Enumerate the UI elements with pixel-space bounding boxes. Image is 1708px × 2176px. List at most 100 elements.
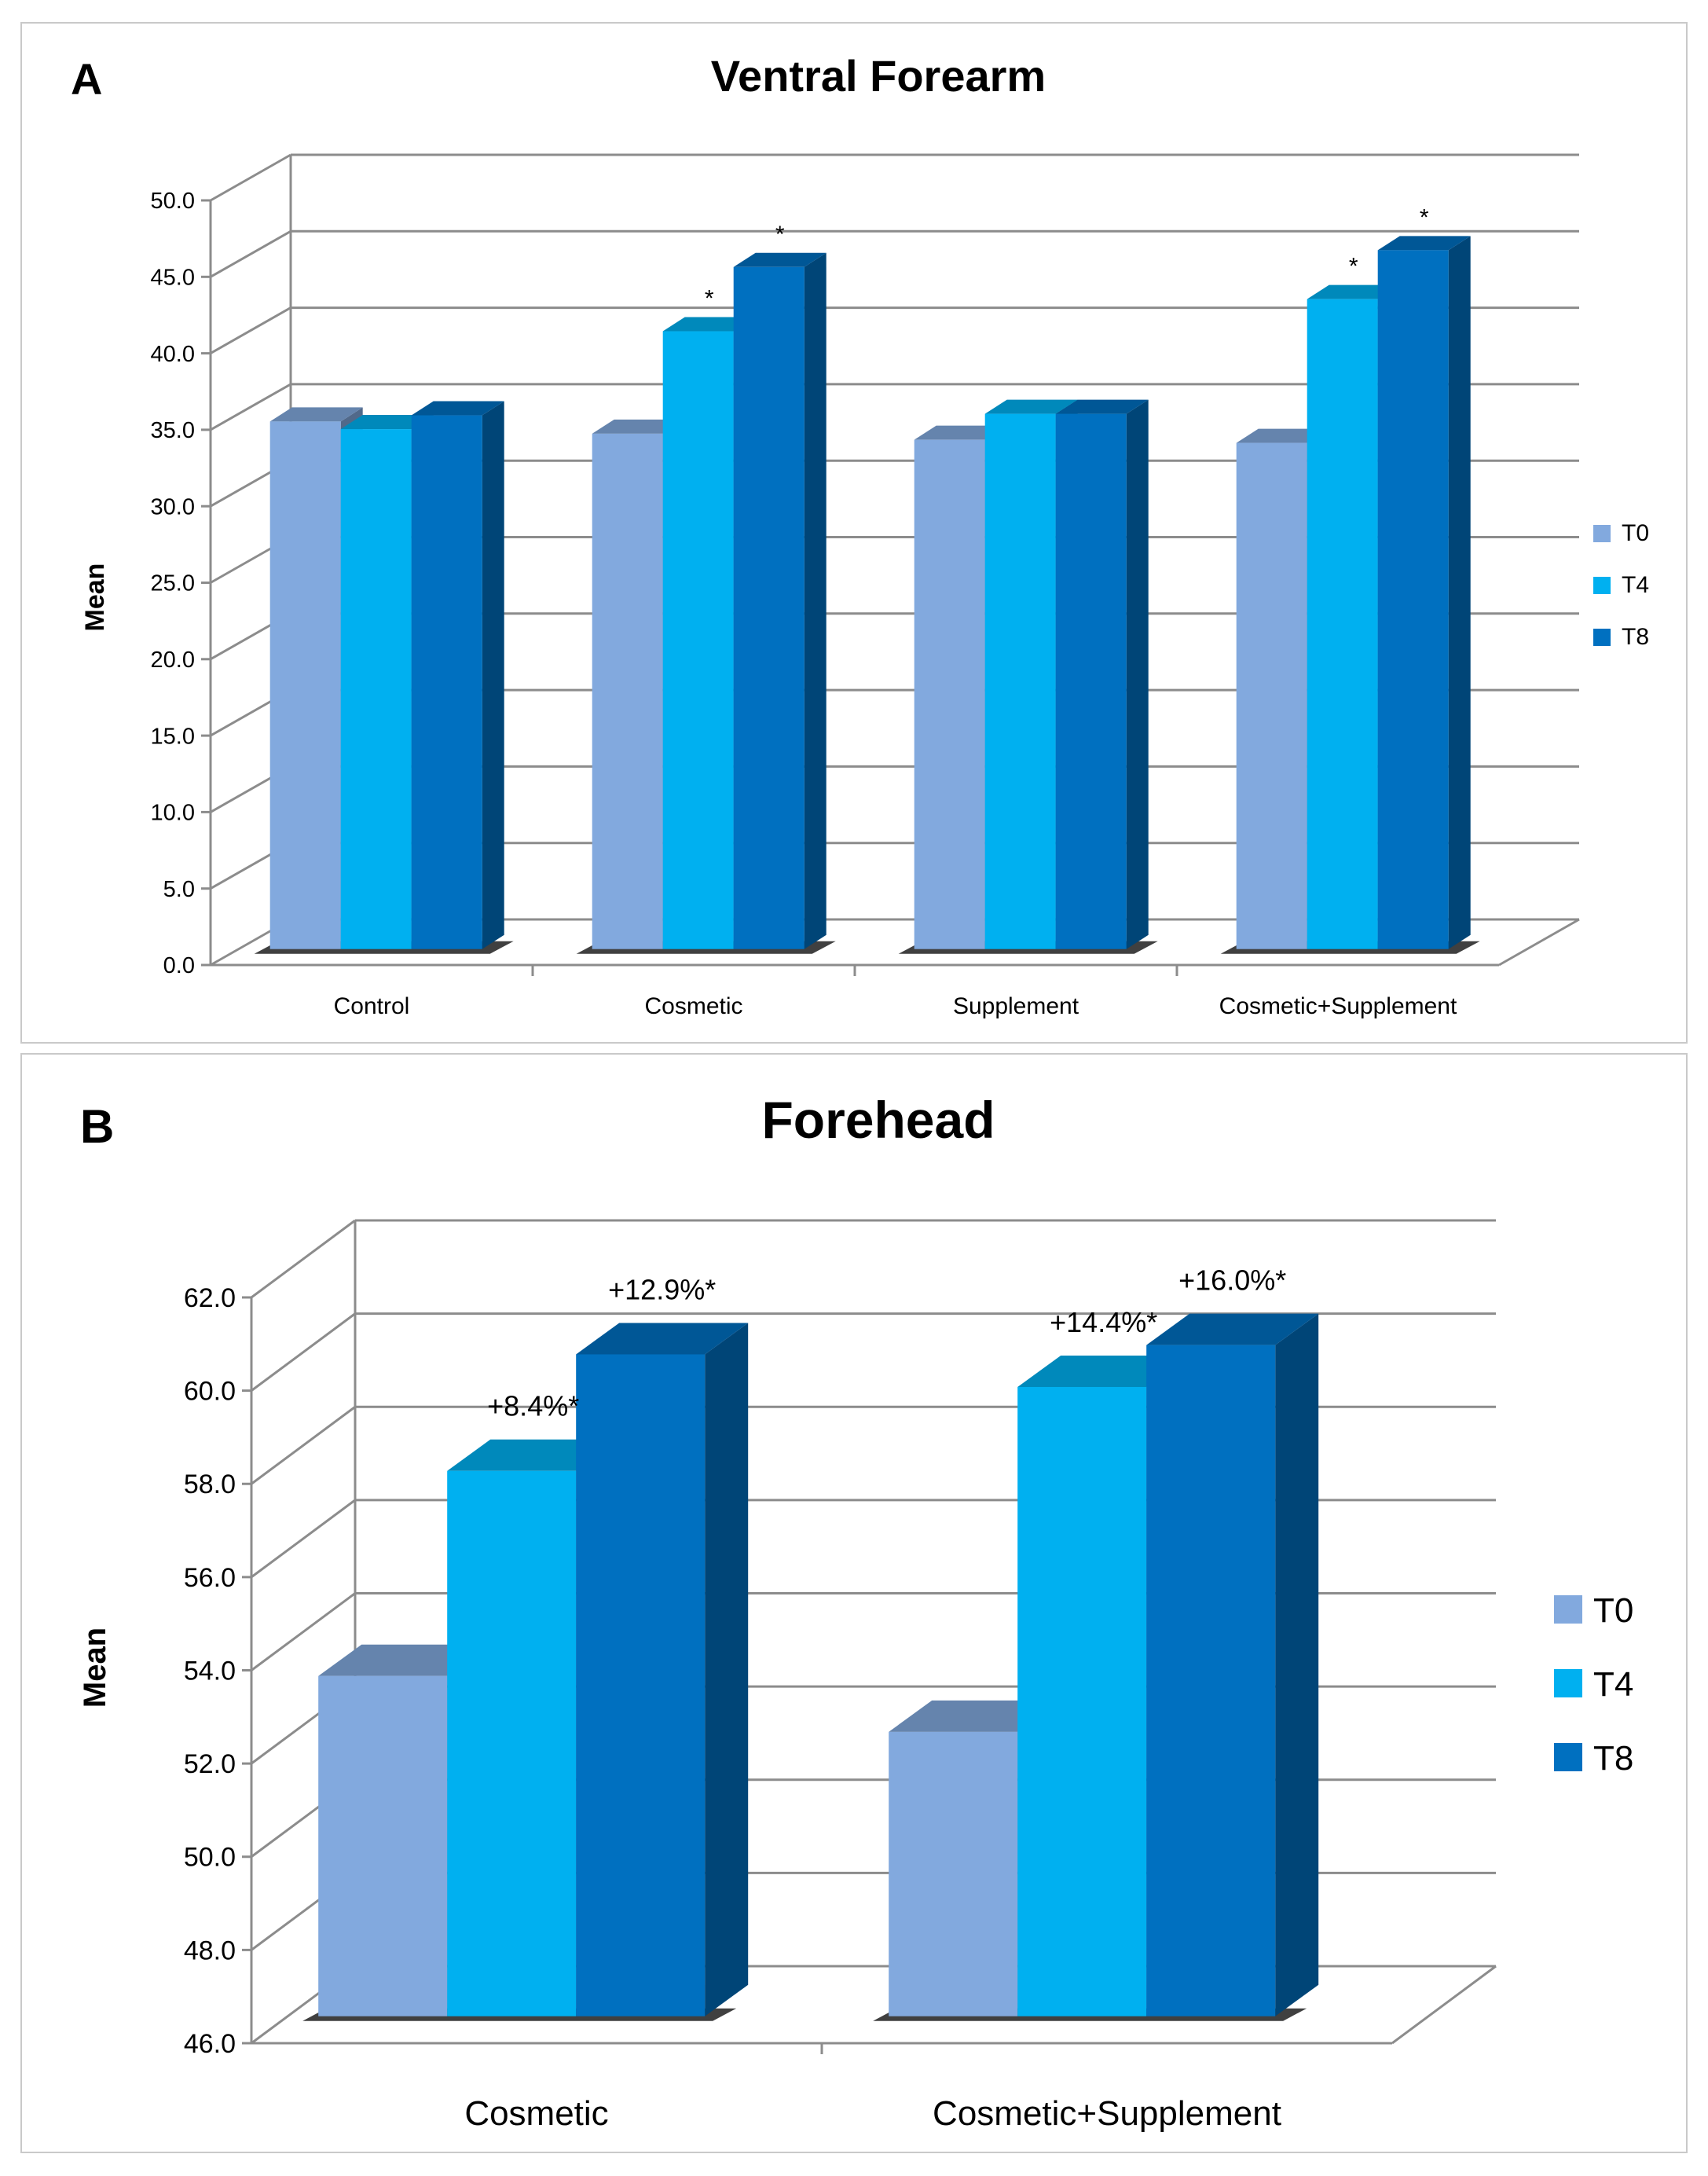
legend-label-t8: T8 <box>1593 1739 1633 1778</box>
gridline-diagonal <box>251 1406 356 1485</box>
y-tick-label: 40.0 <box>151 342 195 367</box>
data-label: +14.4%* <box>1050 1306 1157 1338</box>
panel-label: A <box>71 54 102 104</box>
y-tick-label: 52.0 <box>184 1749 236 1779</box>
bar-control-t8 <box>411 415 482 949</box>
y-tick-label: 48.0 <box>184 1936 236 1965</box>
bar-cosmetic-t8 <box>576 1354 706 2016</box>
bar-top-cosmetic-t4 <box>662 317 756 332</box>
legend-swatch-t4 <box>1593 577 1611 594</box>
data-label: +12.9%* <box>608 1273 716 1305</box>
gridline-diagonal <box>210 153 291 202</box>
bar-top-control-t0 <box>269 407 363 422</box>
gridline-diagonal <box>251 1592 356 1671</box>
legend-label-t8: T8 <box>1622 624 1649 650</box>
bar-cosmetic-t4 <box>662 331 734 949</box>
x-tick-label: Cosmetic <box>644 993 742 1019</box>
chart-title: Forehead <box>761 1091 995 1149</box>
bar-top-cosmetic-t0 <box>592 419 685 434</box>
data-label: +8.4%* <box>487 1390 579 1422</box>
bar-cosmetic-supplement-t0 <box>1236 442 1307 949</box>
bar-supplement-t4 <box>984 413 1056 949</box>
bar-top-supplement-t0 <box>914 425 1007 440</box>
legend-label-t4: T4 <box>1622 572 1649 598</box>
bar-side-cosmetic-t8 <box>804 252 827 949</box>
bar-cosmetic-t0 <box>318 1675 448 2016</box>
bar-top-control-t8 <box>411 401 504 416</box>
y-axis-label: Mean <box>80 563 110 632</box>
gridline-diagonal <box>210 383 291 431</box>
data-label: * <box>775 222 785 248</box>
gridline-diagonal <box>210 306 291 354</box>
legend-swatch-t8 <box>1554 1743 1582 1771</box>
bar-cosmetic-t8 <box>733 266 805 949</box>
y-tick-label: 20.0 <box>151 648 195 673</box>
bar-top-control-t4 <box>340 415 434 430</box>
y-tick-label: 62.0 <box>184 1283 236 1313</box>
bar-cosmetic-supplement-t4 <box>1017 1386 1147 2016</box>
y-tick-label: 54.0 <box>184 1656 236 1686</box>
legend-swatch-t0 <box>1554 1595 1582 1624</box>
bar-cosmetic-t0 <box>592 433 663 949</box>
x-tick-label: Control <box>334 993 410 1019</box>
chart-title: Ventral Forearm <box>711 51 1046 101</box>
x-tick-label: Cosmetic+Supplement <box>1219 993 1457 1019</box>
bar-top-cosmetic-supplement-t8 <box>1146 1313 1319 1345</box>
data-label: * <box>1349 254 1358 280</box>
floor-right-edge <box>1391 1965 1497 2045</box>
bar-supplement-t8 <box>1055 413 1127 949</box>
legend-swatch-t8 <box>1593 629 1611 646</box>
bar-top-supplement-t8 <box>1055 399 1149 414</box>
bar-cosmetic-t4 <box>447 1470 577 2016</box>
data-label: * <box>705 286 714 312</box>
bar-side-supplement-t8 <box>1126 399 1149 949</box>
chart-panel-b: B Forehead 46.0 48.0 50.0 52.0 54.0 56.0 58.0 60.… <box>20 1053 1688 2153</box>
bar-supplement-t0 <box>914 439 985 949</box>
y-tick-label: 45.0 <box>151 265 195 290</box>
bar-cosmetic-supplement-t0 <box>889 1731 1018 2016</box>
bar-top-cosmetic-supplement-t4 <box>1307 284 1400 299</box>
legend-label-t0: T0 <box>1622 520 1649 546</box>
bar-cosmetic-supplement-t4 <box>1307 299 1378 949</box>
y-tick-label: 15.0 <box>151 724 195 749</box>
bar-top-cosmetic-t8 <box>576 1323 749 1355</box>
bar-cosmetic-supplement-t8 <box>1146 1345 1276 2016</box>
chart-panel-a: A Ventral Forearm 0.0 5.0 10.0 15.0 20.0 25.0 30… <box>20 22 1688 1044</box>
bar-side-control-t8 <box>482 401 504 949</box>
y-tick-label: 0.0 <box>163 953 195 978</box>
y-tick-label: 5.0 <box>163 877 195 902</box>
x-tick-label: Supplement <box>953 993 1079 1019</box>
data-label: * <box>1420 204 1429 230</box>
bar-side-cosmetic-t8 <box>705 1323 749 2016</box>
floor-right-edge <box>1498 918 1580 967</box>
legend-label-t4: T4 <box>1593 1665 1633 1704</box>
bar-side-cosmetic-supplement-t8 <box>1448 236 1471 949</box>
y-axis-label: Mean <box>78 1627 112 1708</box>
chart-a-svg: A Ventral Forearm 0.0 5.0 10.0 15.0 20.0 25.0 30… <box>71 51 1649 1019</box>
y-tick-label: 46.0 <box>184 2029 236 2059</box>
y-tick-label: 56.0 <box>184 1563 236 1593</box>
legend-swatch-t0 <box>1593 525 1611 542</box>
y-tick-label: 30.0 <box>151 494 195 519</box>
bar-side-cosmetic-supplement-t8 <box>1275 1313 1319 2016</box>
data-label: +16.0%* <box>1178 1264 1286 1297</box>
chart-b-svg: B Forehead 46.0 48.0 50.0 52.0 54.0 56.0 58.0 60.… <box>78 1091 1633 2133</box>
y-tick-label: 60.0 <box>184 1377 236 1407</box>
legend-label-t0: T0 <box>1593 1591 1633 1630</box>
y-tick-label: 35.0 <box>151 418 195 443</box>
gridline-diagonal <box>251 1499 356 1579</box>
bar-control-t0 <box>269 421 341 949</box>
y-tick-label: 10.0 <box>151 801 195 826</box>
bar-top-cosmetic-supplement-t0 <box>1236 428 1329 443</box>
gridline-diagonal <box>210 229 291 278</box>
y-tick-label: 58.0 <box>184 1470 236 1499</box>
bar-control-t4 <box>340 429 412 949</box>
gridline-diagonal <box>251 1219 356 1299</box>
legend-swatch-t4 <box>1554 1669 1582 1697</box>
bar-top-cosmetic-t8 <box>733 252 827 267</box>
y-tick-label: 50.0 <box>184 1843 236 1873</box>
panel-label: B <box>80 1100 114 1153</box>
gridline-diagonal <box>251 1312 356 1392</box>
x-tick-label: Cosmetic <box>464 2094 608 2133</box>
y-tick-label: 25.0 <box>151 571 195 596</box>
